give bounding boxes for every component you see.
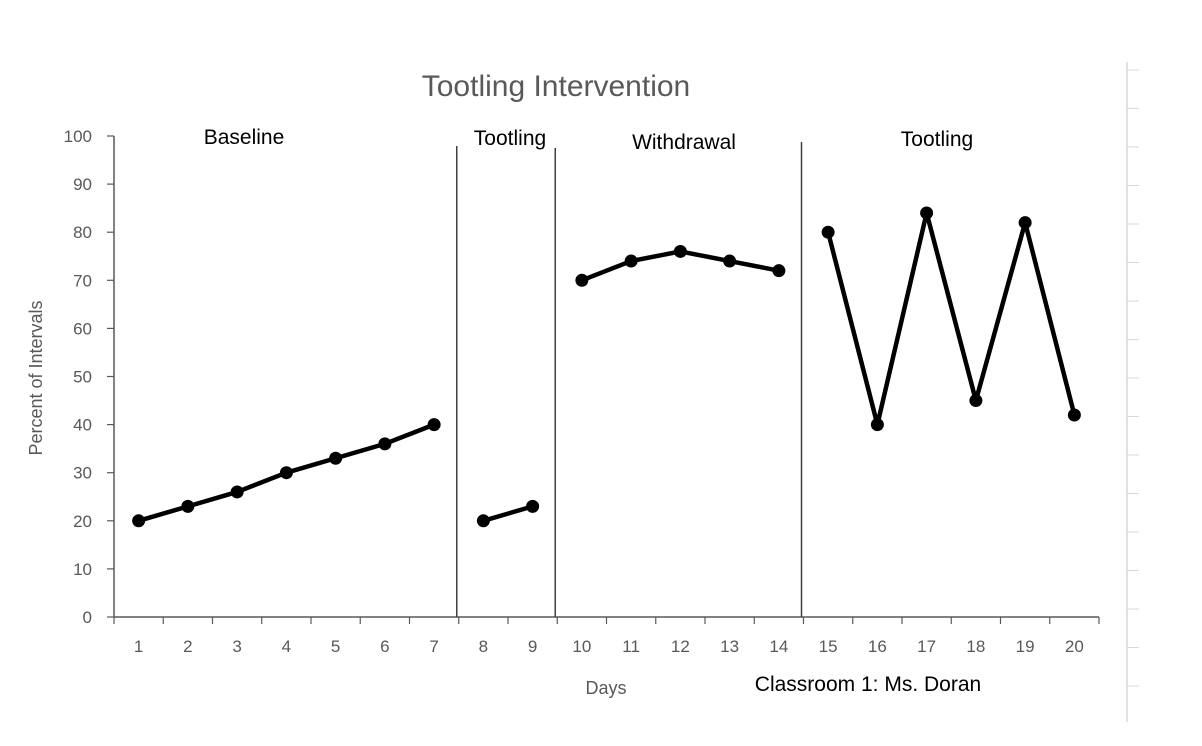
x-tick-label: 15	[819, 637, 838, 656]
x-axis-ticks: 1 2 3 4 5 6 7 8 9 10 11 12 13 14 15 16 17 18 19 20	[113, 617, 1100, 656]
data-point	[378, 437, 392, 451]
x-tick-label: 17	[917, 637, 936, 656]
x-tick-label: 18	[966, 637, 985, 656]
data-point	[821, 225, 835, 239]
x-tick-label: 14	[769, 637, 788, 656]
x-tick-label: 8	[479, 637, 488, 656]
data-point	[723, 254, 737, 268]
phase-label: Withdrawal	[632, 131, 736, 154]
data-point	[969, 394, 983, 408]
phase-labels: Baseline Tootling Withdrawal Tootling	[204, 126, 973, 154]
data-series	[132, 206, 1081, 528]
y-tick-label: 0	[83, 608, 92, 627]
y-tick-label: 90	[73, 175, 92, 194]
data-point	[673, 244, 687, 258]
x-tick-label: 16	[868, 637, 887, 656]
data-point	[772, 264, 786, 278]
x-tick-label: 7	[429, 637, 438, 656]
y-tick-label: 80	[73, 223, 92, 242]
data-point	[526, 499, 540, 513]
data-point	[181, 499, 195, 513]
data-point	[624, 254, 638, 268]
y-tick-label: 100	[64, 127, 92, 146]
x-tick-label: 11	[622, 637, 640, 656]
data-point	[329, 451, 343, 465]
y-tick-label: 70	[73, 271, 92, 290]
data-point	[427, 418, 441, 432]
y-tick-label: 50	[73, 368, 92, 387]
data-point	[870, 418, 884, 432]
y-axis-label: Percent of Intervals	[26, 300, 46, 455]
phase-label: Baseline	[204, 126, 285, 149]
x-tick-label: 9	[528, 637, 537, 656]
x-tick-label: 5	[331, 637, 340, 656]
y-tick-label: 20	[73, 512, 92, 531]
y-tick-label: 30	[73, 464, 92, 483]
y-tick-label: 40	[73, 416, 92, 435]
series-line	[482, 504, 534, 523]
data-point	[920, 206, 934, 220]
phase-label: Tootling	[901, 128, 973, 151]
data-point	[1067, 408, 1081, 422]
data-point	[575, 273, 589, 287]
y-axis-ticks: 0 10 20 30 40 50 60 70 80 90 100	[64, 127, 114, 627]
x-tick-label: 20	[1065, 637, 1084, 656]
x-tick-label: 13	[720, 637, 739, 656]
data-point	[230, 485, 244, 499]
x-tick-label: 19	[1016, 637, 1035, 656]
x-tick-label: 12	[671, 637, 690, 656]
data-point	[132, 514, 146, 528]
phase-label: Tootling	[474, 127, 546, 150]
y-tick-label: 10	[73, 560, 92, 579]
data-point	[1018, 216, 1032, 230]
x-tick-label: 1	[134, 637, 143, 656]
x-tick-label: 4	[282, 637, 291, 656]
chart-caption: Classroom 1: Ms. Doran	[755, 673, 981, 696]
data-point	[279, 466, 293, 480]
phase-dividers	[456, 142, 803, 617]
x-axis-label: Days	[585, 678, 626, 698]
chart-frame	[113, 136, 1099, 618]
right-scroll-rule	[1126, 62, 1139, 722]
x-tick-label: 10	[572, 637, 591, 656]
x-tick-label: 2	[183, 637, 192, 656]
x-tick-label: 6	[380, 637, 389, 656]
chart-title: Tootling Intervention	[422, 70, 691, 103]
data-point	[476, 514, 490, 528]
series-line	[825, 210, 1077, 427]
x-tick-label: 3	[232, 637, 241, 656]
y-tick-label: 60	[73, 319, 92, 338]
